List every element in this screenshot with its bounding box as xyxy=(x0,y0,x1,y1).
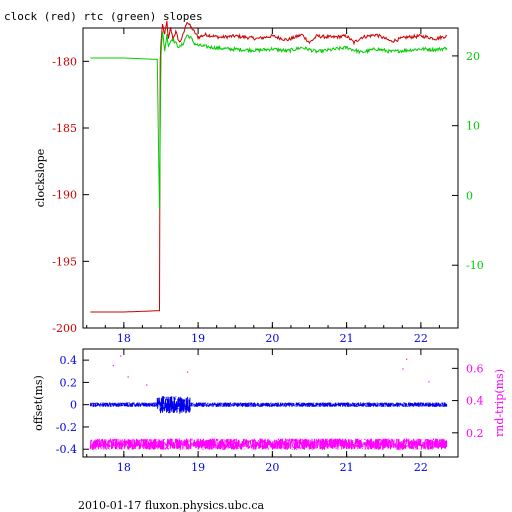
bottom-x-axis: 18 19 20 21 22 xyxy=(86,349,459,474)
x-tick-label: 21 xyxy=(340,461,354,474)
rnd-trip-outlier-point xyxy=(120,355,122,357)
chart-title: clock (red) rtc (green) slopes xyxy=(4,10,203,23)
rnd-trip-outlier-point xyxy=(146,384,148,386)
x-tick-label: 18 xyxy=(117,332,131,345)
top-plot-frame xyxy=(82,27,459,329)
left-y-tick-label: 0 xyxy=(70,399,77,412)
x-tick-label: 19 xyxy=(191,332,205,345)
right-y-tick-label: 0.4 xyxy=(466,395,484,408)
top-y-axis-label: clockslope xyxy=(34,149,47,207)
bottom-left-y-axis-label: offset(ms) xyxy=(32,375,45,431)
top-left-y-axis: -180 -185 -190 -195 -200 xyxy=(52,55,89,335)
rnd-trip-outlier-point xyxy=(112,365,114,367)
x-tick-label: 22 xyxy=(414,332,428,345)
series-line-clock xyxy=(90,20,448,313)
right-y-tick-label: 0.6 xyxy=(466,362,484,375)
offset-roundtrip-panel: 18 19 20 21 22 0.4 0.2 0 -0.2 -0.4 0.6 0.4 0.2 off… xyxy=(32,348,506,474)
x-tick-label: 22 xyxy=(414,461,428,474)
right-y-tick-label: -10 xyxy=(466,259,484,272)
rnd-trip-outlier-point xyxy=(428,381,430,383)
rnd-trip-outlier-point xyxy=(186,371,189,373)
x-tick-label: 19 xyxy=(191,461,205,474)
rnd-trip-outlier-point xyxy=(127,376,129,378)
left-y-tick-label: -195 xyxy=(52,255,77,268)
left-y-tick-label: 0.4 xyxy=(60,354,78,367)
top-right-y-axis: 20 10 0 -10 xyxy=(452,50,484,272)
right-y-tick-label: 0.2 xyxy=(466,427,484,440)
right-y-tick-label: 10 xyxy=(466,120,480,133)
bottom-right-y-axis: 0.6 0.4 0.2 xyxy=(452,362,484,440)
left-y-tick-label: 0.2 xyxy=(60,376,78,389)
x-tick-label: 18 xyxy=(117,461,131,474)
footer-host-label: 2010-01-17 fluxon.physics.ubc.ca xyxy=(78,499,264,512)
right-y-tick-label: 20 xyxy=(466,50,480,63)
x-tick-label: 21 xyxy=(340,332,354,345)
bottom-right-y-axis-label: rnd-trip(ms) xyxy=(493,369,506,437)
rnd-trip-outlier-point xyxy=(406,358,408,360)
top-x-axis: 18 19 20 21 22 xyxy=(86,28,459,345)
right-y-tick-label: 0 xyxy=(466,189,473,202)
x-tick-label: 20 xyxy=(265,332,279,345)
left-y-tick-label: -0.4 xyxy=(56,443,77,456)
bottom-series-group xyxy=(89,355,448,450)
left-y-tick-label: -0.2 xyxy=(56,421,77,434)
series-points-rnd-trip xyxy=(89,438,448,450)
rnd-trip-outlier-point xyxy=(402,368,404,370)
left-y-tick-label: -185 xyxy=(52,122,77,135)
left-y-tick-label: -200 xyxy=(52,322,77,335)
bottom-left-y-axis: 0.4 0.2 0 -0.2 -0.4 xyxy=(56,354,89,456)
clock-slope-panel: 18 19 20 21 22 -180 -185 -190 -195 -200 20 10 0 -10… xyxy=(34,20,484,345)
series-points-offset xyxy=(89,396,448,414)
left-y-tick-label: -190 xyxy=(52,189,77,202)
series-line-rtc xyxy=(90,31,448,210)
left-y-tick-label: -180 xyxy=(52,55,77,68)
x-tick-label: 20 xyxy=(265,461,279,474)
top-series-group xyxy=(90,20,448,313)
bottom-plot-frame xyxy=(82,348,459,458)
